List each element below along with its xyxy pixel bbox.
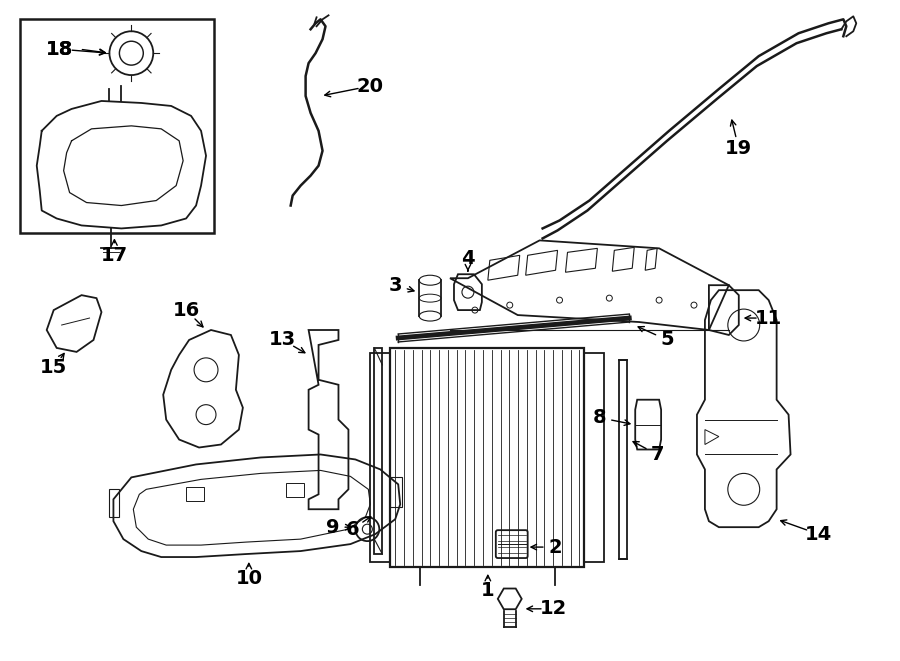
Text: 6: 6 xyxy=(346,520,359,539)
Text: 12: 12 xyxy=(540,600,567,618)
Bar xyxy=(391,477,402,507)
Text: 20: 20 xyxy=(356,77,383,96)
Polygon shape xyxy=(705,430,719,444)
Text: 13: 13 xyxy=(269,330,296,350)
Bar xyxy=(285,483,303,497)
Text: 14: 14 xyxy=(805,525,832,543)
Text: 11: 11 xyxy=(755,309,782,328)
Text: 5: 5 xyxy=(661,330,674,350)
Text: 7: 7 xyxy=(651,445,664,464)
Text: 18: 18 xyxy=(46,40,73,59)
Bar xyxy=(20,19,214,233)
Text: 3: 3 xyxy=(389,276,402,295)
Bar xyxy=(584,353,604,562)
Bar xyxy=(110,489,120,517)
Text: 19: 19 xyxy=(725,139,752,158)
Text: 18: 18 xyxy=(46,40,73,59)
Text: 2: 2 xyxy=(549,537,562,557)
Text: 9: 9 xyxy=(326,518,339,537)
Bar xyxy=(391,348,584,567)
Bar xyxy=(186,487,204,501)
Text: 16: 16 xyxy=(173,301,200,319)
Text: 10: 10 xyxy=(235,570,262,588)
Text: 15: 15 xyxy=(40,358,68,377)
Text: 1: 1 xyxy=(481,582,495,600)
Text: 8: 8 xyxy=(592,408,607,427)
Bar xyxy=(370,353,391,562)
Text: 4: 4 xyxy=(461,249,474,268)
Text: 17: 17 xyxy=(101,246,128,265)
